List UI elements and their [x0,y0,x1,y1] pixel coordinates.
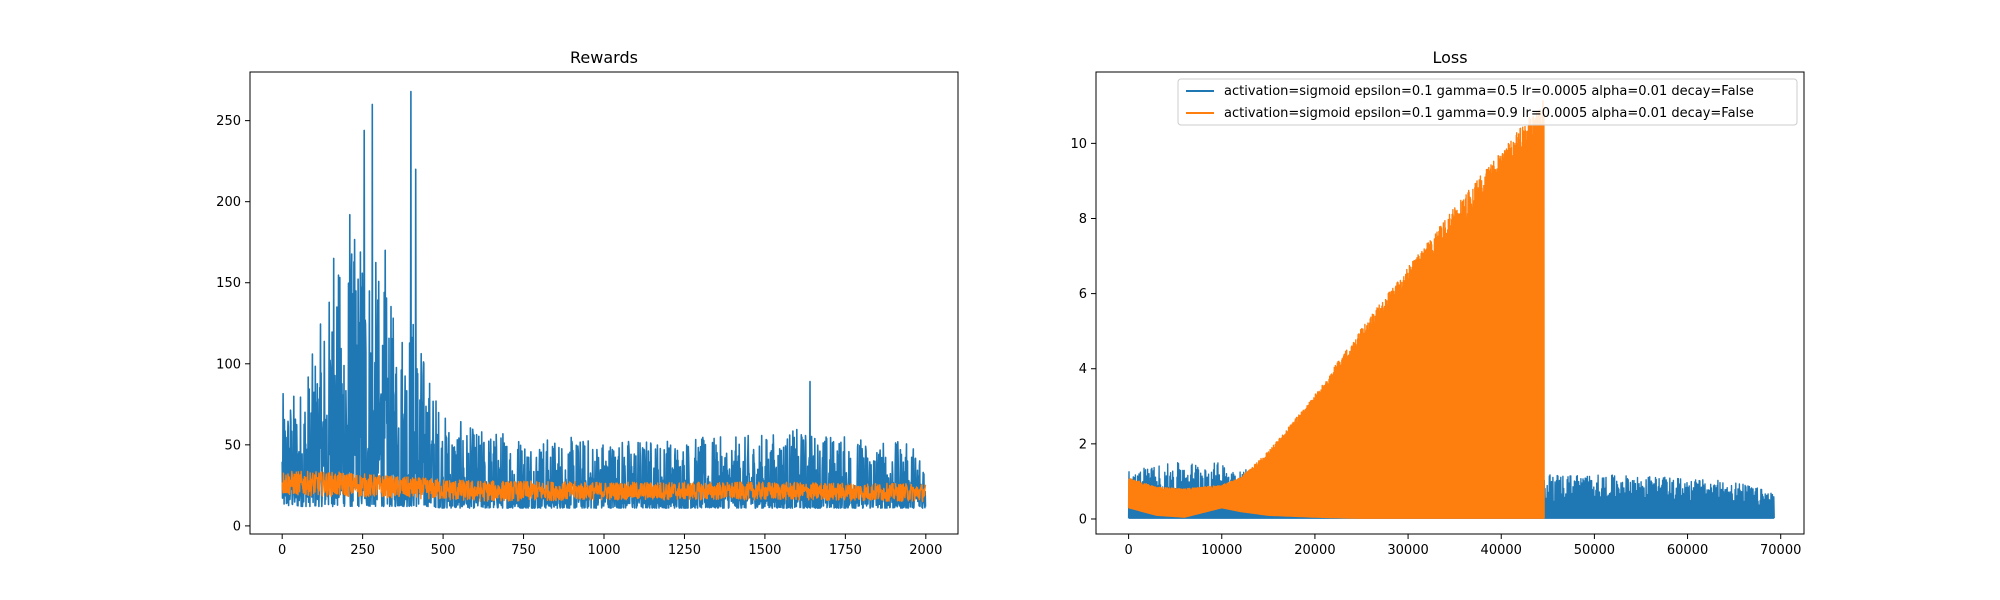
x-tick-label: 20000 [1294,543,1335,558]
y-tick-label: 150 [216,276,241,291]
loss-y-ticks: 0 2 4 6 8 10 [1070,137,1096,527]
loss-axes-frame [1095,71,1805,535]
loss-chart: Loss 0 10000 20000 30000 40000 50000 60000 7000… [1070,48,1805,558]
x-tick-label: 1000 [587,543,620,558]
x-tick-label: 60000 [1667,543,1708,558]
rewards-y-ticks: 0 50 100 150 200 250 [216,114,250,534]
y-tick-label: 100 [216,357,241,372]
y-tick-label: 0 [233,519,241,534]
x-tick-label: 2000 [909,543,942,558]
y-tick-label: 0 [1079,512,1087,527]
x-tick-label: 0 [1124,543,1132,558]
x-tick-label: 500 [431,543,456,558]
y-tick-label: 2 [1079,437,1087,452]
loss-legend: activation=sigmoid epsilon=0.1 gamma=0.5… [1177,78,1798,126]
y-tick-label: 4 [1079,362,1087,377]
y-tick-label: 10 [1070,137,1087,152]
rewards-chart: Rewards 0 250 500 750 1000 1250 1500 1750 2000 0… [216,48,959,558]
x-tick-label: 750 [511,543,536,558]
loss-x-ticks: 0 10000 20000 30000 40000 50000 60000 70000 [1124,534,1801,558]
rewards-series-orange [281,470,927,503]
x-tick-label: 50000 [1574,543,1615,558]
rewards-title: Rewards [570,48,638,67]
rewards-series-layer [281,90,927,509]
x-tick-label: 1750 [829,543,862,558]
rewards-x-ticks: 0 250 500 750 1000 1250 1500 1750 2000 [278,534,942,558]
y-tick-label: 250 [216,114,241,129]
y-tick-label: 50 [224,438,241,453]
y-tick-label: 6 [1079,287,1087,302]
x-tick-label: 10000 [1201,543,1242,558]
loss-series-orange [1127,100,1545,519]
x-tick-label: 1500 [748,543,781,558]
rewards-series-blue [281,90,927,509]
x-tick-label: 250 [350,543,375,558]
x-tick-label: 30000 [1387,543,1428,558]
x-tick-label: 70000 [1760,543,1801,558]
loss-series-layer [1127,100,1775,519]
x-tick-label: 40000 [1481,543,1522,558]
x-tick-label: 1250 [668,543,701,558]
x-tick-label: 0 [278,543,286,558]
legend-label-gamma-0.5: activation=sigmoid epsilon=0.1 gamma=0.5… [1224,84,1754,99]
legend-label-gamma-0.9: activation=sigmoid epsilon=0.1 gamma=0.9… [1224,106,1754,121]
legend-box [1177,78,1798,126]
loss-title: Loss [1432,48,1467,67]
y-tick-label: 200 [216,195,241,210]
y-tick-label: 8 [1079,212,1087,227]
